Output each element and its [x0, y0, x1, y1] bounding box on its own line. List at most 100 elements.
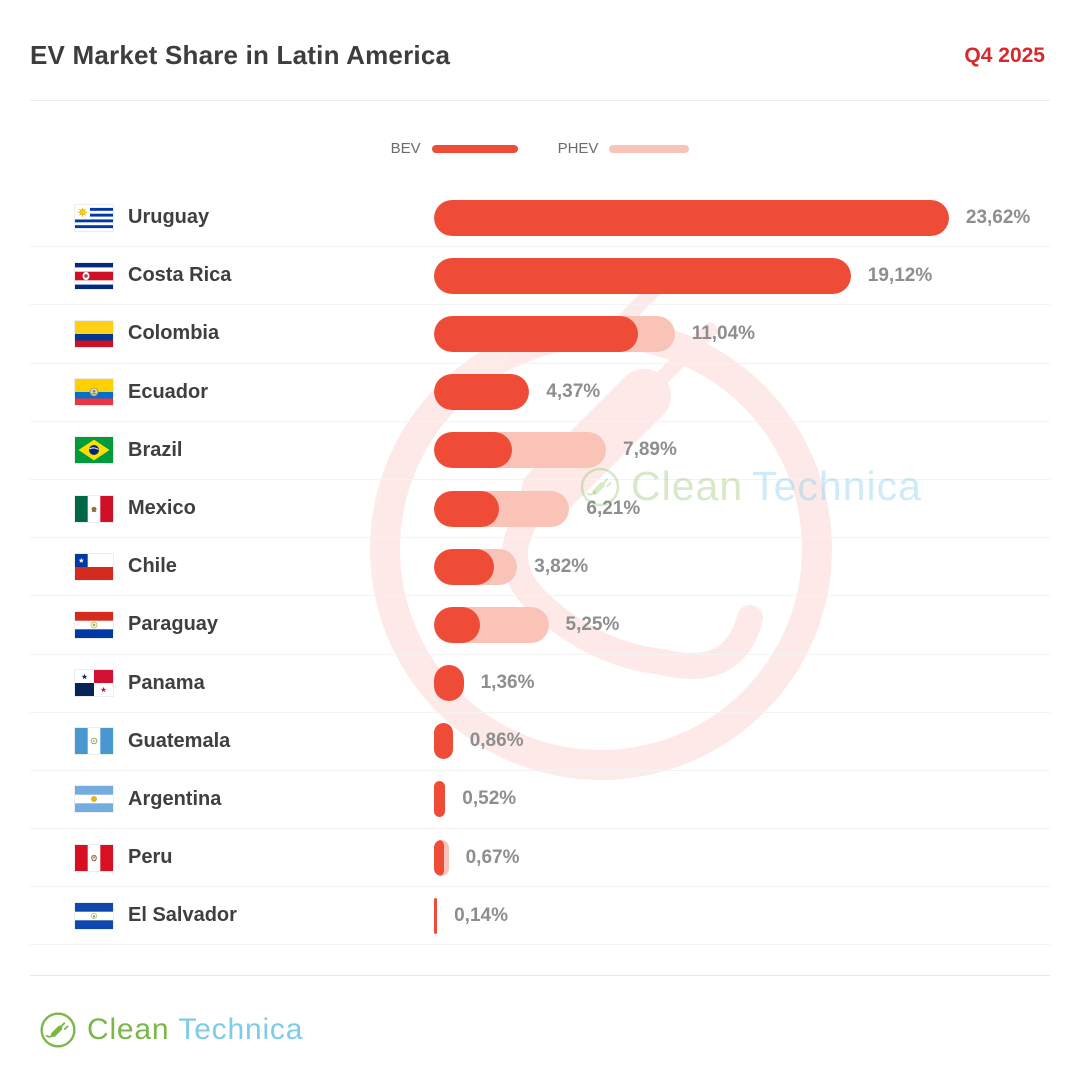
country-row: Ecuador 4,37%: [30, 364, 1050, 422]
country-row: Peru 0,67%: [30, 829, 1050, 888]
flag-chile-icon: [75, 553, 113, 580]
footer-plug-icon: [40, 1012, 76, 1048]
legend-item-phev: PHEV: [558, 140, 690, 157]
bev-bar-segment: [434, 839, 444, 876]
country-label: Peru: [128, 846, 173, 869]
phev-bar-segment: [434, 548, 518, 585]
bar-area: 0,14%: [434, 897, 508, 934]
legend-item-bev: BEV: [391, 140, 518, 157]
flag-costa_rica-icon: [75, 262, 113, 289]
bar-area: 7,89%: [434, 432, 677, 469]
footer-logo: Clean Technica: [38, 1010, 303, 1050]
country-label: Uruguay: [128, 206, 210, 229]
country-label: Costa Rica: [128, 264, 232, 287]
country-row: Brazil 7,89%: [30, 422, 1050, 480]
country-label: Brazil: [128, 438, 183, 461]
bev-bar-segment: [434, 199, 949, 236]
bar-area: 4,37%: [434, 374, 601, 411]
bev-bar-segment: [434, 665, 464, 702]
value-label: 4,37%: [546, 381, 601, 403]
country-row: Uruguay 23,62%: [30, 189, 1050, 248]
country-row: El Salvador 0,14%: [30, 887, 1050, 946]
value-label: 19,12%: [867, 264, 933, 286]
bar-area: 0,67%: [434, 839, 520, 876]
bar-area: 0,52%: [434, 781, 517, 818]
bar-area: 6,21%: [434, 490, 641, 527]
bar-area: 19,12%: [434, 257, 933, 294]
country-label: Guatemala: [128, 729, 231, 752]
flag-mexico-icon: [75, 495, 113, 522]
legend-label-bev: BEV: [390, 140, 421, 157]
chart-legend: BEV PHEV: [0, 140, 1080, 157]
value-label: 3,82%: [534, 555, 589, 577]
value-label: 6,21%: [586, 497, 641, 519]
value-label: 0,14%: [454, 904, 508, 926]
legend-label-phev: PHEV: [557, 140, 599, 157]
flag-brazil-icon: [75, 437, 113, 464]
phev-bar-segment: [434, 606, 549, 643]
legend-swatch-phev-icon: [609, 144, 690, 153]
bar-area: 5,25%: [434, 606, 620, 643]
country-row: Costa Rica 19,12%: [30, 247, 1050, 306]
country-label: El Salvador: [128, 904, 237, 927]
value-label: 5,25%: [565, 613, 620, 635]
flag-ecuador-icon: [75, 379, 113, 406]
phev-bar-segment: [434, 199, 949, 236]
country-row: Paraguay 5,25%: [30, 596, 1050, 655]
phev-bar-segment: [434, 257, 851, 294]
country-label: Mexico: [128, 497, 196, 520]
phev-bar-segment: [434, 374, 530, 411]
value-label: 7,89%: [623, 439, 677, 461]
bar-area: 23,62%: [434, 199, 1030, 236]
value-label: 11,04%: [691, 322, 756, 344]
bev-bar-segment: [434, 606, 480, 643]
country-label: Chile: [128, 555, 177, 578]
country-row: Panama 1,36%: [30, 655, 1050, 713]
phev-bar-segment: [434, 665, 464, 702]
footer-text-technica: Technica: [178, 1013, 304, 1046]
phev-bar-segment: [434, 432, 606, 469]
country-row: Chile 3,82%: [30, 538, 1050, 597]
phev-bar-segment: [434, 315, 675, 352]
phev-bar-segment: [434, 781, 446, 818]
bar-area: 3,82%: [434, 548, 589, 585]
flag-paraguay-icon: [75, 611, 113, 638]
footer-divider: [30, 975, 1050, 976]
bar-chart-rows: Uruguay 23,62% Costa Rica 19,12% Colombi…: [30, 189, 1050, 946]
quarter-badge: Q4 2025: [964, 44, 1045, 67]
legend-swatch-bev-icon: [431, 144, 518, 153]
flag-argentina-icon: [75, 786, 113, 813]
bev-bar-segment: [434, 897, 438, 934]
value-label: 0,86%: [469, 730, 524, 752]
bev-bar-segment: [434, 432, 512, 469]
bar-area: 11,04%: [434, 315, 756, 352]
bar-area: 0,86%: [434, 723, 524, 760]
value-label: 0,52%: [462, 788, 517, 810]
value-label: 1,36%: [480, 672, 535, 694]
bar-area: 1,36%: [434, 665, 535, 702]
country-row: Argentina 0,52%: [30, 771, 1050, 830]
country-label: Ecuador: [128, 380, 209, 403]
country-label: Colombia: [128, 322, 220, 345]
footer-text-clean: Clean: [87, 1013, 170, 1046]
page-title: EV Market Share in Latin America: [30, 40, 451, 70]
phev-bar-segment: [434, 490, 570, 527]
country-row: Colombia 11,04%: [30, 305, 1050, 364]
phev-bar-segment: [434, 839, 449, 876]
bev-bar-segment: [434, 257, 851, 294]
country-label: Paraguay: [128, 613, 219, 636]
flag-peru-icon: [75, 844, 113, 871]
flag-colombia-icon: [75, 320, 113, 347]
country-row: Guatemala 0,86%: [30, 713, 1050, 771]
phev-bar-segment: [434, 897, 438, 934]
country-label: Panama: [128, 671, 205, 694]
flag-guatemala-icon: [75, 728, 113, 755]
flag-el_salvador-icon: [75, 902, 113, 929]
header-divider: [30, 100, 1050, 101]
value-label: 0,67%: [465, 846, 520, 868]
country-row: Mexico 6,21%: [30, 480, 1050, 539]
country-label: Argentina: [128, 787, 222, 810]
flag-panama-icon: [75, 670, 113, 697]
bev-bar-segment: [434, 548, 494, 585]
